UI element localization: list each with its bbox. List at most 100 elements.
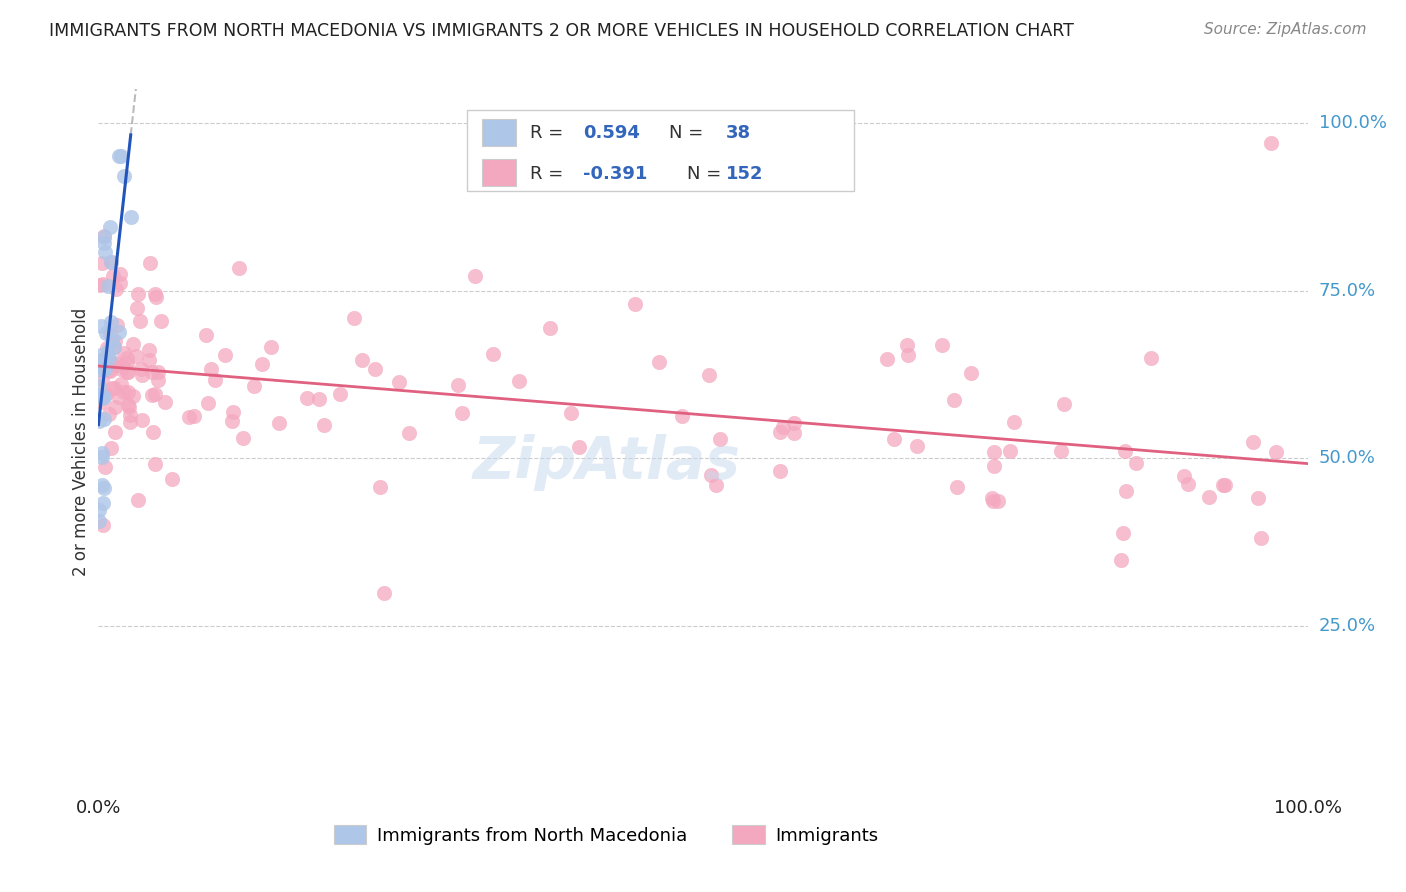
Point [103, 340, 125, 354]
Point [149, 314, 172, 328]
Point [1177, 476, 1199, 491]
Point [110, 377, 132, 392]
Point [107, 149, 129, 163]
Point [260, 340, 283, 354]
Point [243, 379, 266, 393]
Point [560, 406, 582, 420]
Point [115, 351, 138, 365]
Point [97, 279, 120, 293]
Point [98, 327, 121, 342]
Point [623, 297, 645, 311]
Point [91, 277, 114, 291]
Point [96, 326, 118, 340]
Point [983, 445, 1005, 459]
Text: -0.391: -0.391 [583, 164, 648, 183]
Point [508, 374, 530, 388]
Point [93, 481, 115, 495]
Point [90, 348, 112, 362]
Point [783, 417, 806, 431]
Point [93, 411, 115, 425]
Point [1246, 491, 1268, 505]
Point [568, 440, 591, 454]
Point [127, 301, 149, 316]
Point [232, 431, 254, 445]
Point [308, 392, 330, 406]
Point [267, 417, 290, 431]
Point [107, 390, 129, 404]
Point [120, 210, 142, 224]
Point [329, 386, 352, 401]
Point [769, 464, 792, 478]
Point [538, 321, 561, 335]
Text: 0.594: 0.594 [583, 124, 640, 142]
Point [1112, 525, 1135, 540]
Point [90, 394, 112, 409]
Point [101, 268, 124, 283]
Point [101, 381, 124, 395]
Point [110, 149, 132, 163]
Point [648, 354, 671, 368]
Text: R =: R = [530, 164, 564, 183]
Point [343, 310, 366, 325]
Point [117, 399, 139, 413]
Text: 75.0%: 75.0% [1319, 282, 1376, 300]
Point [876, 352, 898, 367]
FancyBboxPatch shape [467, 111, 855, 192]
Point [1212, 477, 1234, 491]
Text: N =: N = [669, 124, 703, 142]
Point [228, 260, 250, 275]
Point [998, 444, 1021, 458]
Point [463, 268, 485, 283]
Point [93, 351, 115, 366]
Point [981, 491, 1004, 505]
Text: 100.0%: 100.0% [1319, 114, 1386, 132]
Point [98, 408, 121, 422]
Point [671, 409, 693, 423]
Point [98, 364, 121, 378]
Point [93, 235, 115, 250]
Point [94, 362, 117, 376]
Point [772, 420, 794, 434]
Point [942, 392, 965, 407]
Point [100, 441, 122, 455]
Point [103, 340, 125, 354]
Y-axis label: 2 or more Vehicles in Household: 2 or more Vehicles in Household [72, 308, 90, 575]
Point [93, 228, 115, 243]
Point [141, 387, 163, 401]
Point [104, 425, 127, 439]
Point [98, 363, 121, 377]
Point [100, 355, 122, 369]
Point [89, 362, 111, 376]
Point [699, 467, 721, 482]
Point [118, 415, 141, 429]
Point [108, 267, 131, 281]
Point [112, 346, 135, 360]
FancyBboxPatch shape [482, 160, 516, 186]
Point [117, 384, 139, 399]
Point [1140, 351, 1163, 365]
Point [90, 373, 112, 387]
Point [87, 514, 110, 528]
Point [388, 375, 411, 389]
Point [363, 362, 385, 376]
Point [709, 432, 731, 446]
Point [103, 358, 125, 372]
Point [981, 494, 1004, 508]
Point [373, 586, 395, 600]
Point [97, 344, 120, 359]
Point [214, 348, 236, 362]
Legend: Immigrants from North Macedonia, Immigrants: Immigrants from North Macedonia, Immigra… [326, 818, 886, 852]
Point [138, 343, 160, 358]
Point [142, 425, 165, 439]
Point [987, 494, 1010, 508]
Point [87, 414, 110, 428]
Point [352, 353, 374, 368]
Point [1260, 136, 1282, 150]
Point [143, 387, 166, 401]
Point [704, 478, 727, 492]
Point [125, 349, 148, 363]
Point [146, 365, 169, 379]
Point [87, 503, 110, 517]
Point [697, 368, 720, 382]
Point [141, 365, 163, 379]
